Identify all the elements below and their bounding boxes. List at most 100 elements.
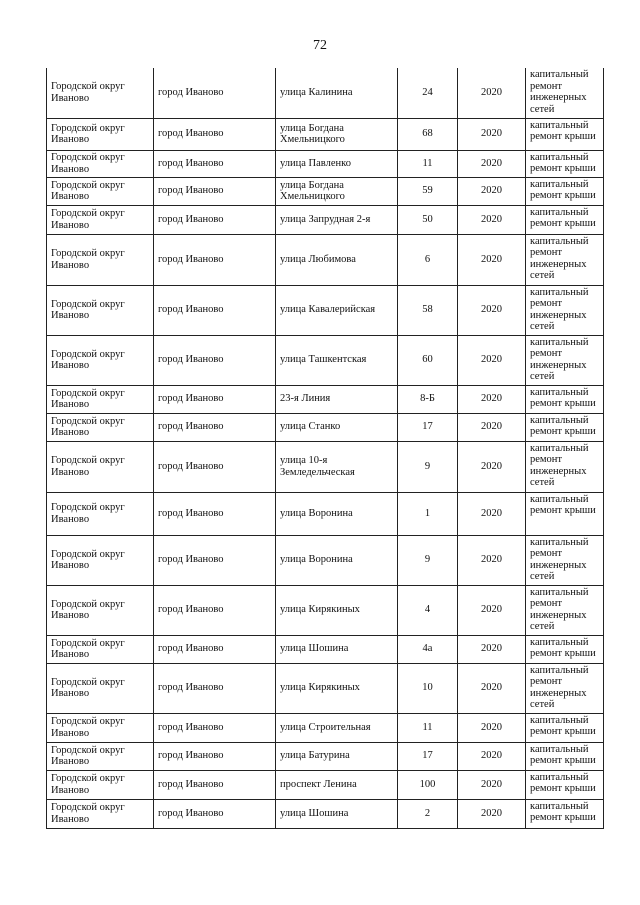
table-row: Городской округ Иваново город Иваново прос… [46, 769, 604, 800]
work-cell: капитальный ремонт крыши [525, 117, 604, 151]
district-cell: Городской округ Иваново [46, 741, 154, 771]
district-cell: Городской округ Иваново [46, 204, 154, 235]
house-cell: 2 [397, 798, 458, 829]
table-row: Городской округ Иваново город Иваново улиц… [46, 440, 604, 493]
city-cell: город Иваново [153, 584, 276, 636]
house-cell: 17 [397, 412, 458, 442]
work-cell: капитальный ремонт крыши [525, 149, 604, 178]
work-cell: капитальный ремонт крыши [525, 176, 604, 206]
street-cell: улица Богдана Хмельницкого [275, 176, 398, 206]
house-cell: 4а [397, 634, 458, 664]
year-cell: 2020 [457, 440, 526, 493]
district-cell: Городской округ Иваново [46, 534, 154, 586]
work-cell: капитальный ремонт инженерных сетей [525, 284, 604, 336]
city-cell: город Иваново [153, 769, 276, 800]
year-cell: 2020 [457, 204, 526, 235]
house-cell: 100 [397, 769, 458, 800]
house-cell: 68 [397, 117, 458, 151]
district-cell: Городской округ Иваново [46, 491, 154, 536]
table-row: Городской округ Иваново город Иваново улиц… [46, 117, 604, 151]
work-cell: капитальный ремонт инженерных сетей [525, 68, 604, 119]
street-cell: улица Шошина [275, 634, 398, 664]
city-cell: город Иваново [153, 440, 276, 493]
year-cell: 2020 [457, 149, 526, 178]
street-cell: улица Батурина [275, 741, 398, 771]
district-cell: Городской округ Иваново [46, 176, 154, 206]
house-cell: 9 [397, 534, 458, 586]
table-row: Городской округ Иваново город Иваново улиц… [46, 584, 604, 636]
year-cell: 2020 [457, 176, 526, 206]
street-cell: улица Станко [275, 412, 398, 442]
city-cell: город Иваново [153, 712, 276, 743]
house-cell: 10 [397, 662, 458, 714]
street-cell: улица Калинина [275, 68, 398, 119]
table-row: Городской округ Иваново город Иваново улиц… [46, 284, 604, 336]
table-row: Городской округ Иваново город Иваново улиц… [46, 662, 604, 714]
year-cell: 2020 [457, 117, 526, 151]
city-cell: город Иваново [153, 233, 276, 286]
street-cell: улица Кирякиных [275, 584, 398, 636]
work-cell: капитальный ремонт инженерных сетей [525, 440, 604, 493]
city-cell: город Иваново [153, 662, 276, 714]
district-cell: Городской округ Иваново [46, 68, 154, 119]
year-cell: 2020 [457, 798, 526, 829]
work-cell: капитальный ремонт крыши [525, 412, 604, 442]
district-cell: Городской округ Иваново [46, 634, 154, 664]
house-cell: 50 [397, 204, 458, 235]
house-cell: 1 [397, 491, 458, 536]
district-cell: Городской округ Иваново [46, 769, 154, 800]
street-cell: улица 10-я Земледельческая [275, 440, 398, 493]
city-cell: город Иваново [153, 634, 276, 664]
table-row: Городской округ Иваново город Иваново улиц… [46, 491, 604, 536]
street-cell: улица Запрудная 2-я [275, 204, 398, 235]
street-cell: улица Кирякиных [275, 662, 398, 714]
year-cell: 2020 [457, 741, 526, 771]
work-cell: капитальный ремонт крыши [525, 634, 604, 664]
district-cell: Городской округ Иваново [46, 584, 154, 636]
city-cell: город Иваново [153, 334, 276, 386]
repair-schedule-table: Городской округ Иваново город Иваново улиц… [46, 68, 604, 829]
house-cell: 8-Б [397, 384, 458, 414]
house-cell: 11 [397, 149, 458, 178]
street-cell: улица Шошина [275, 798, 398, 829]
city-cell: город Иваново [153, 534, 276, 586]
year-cell: 2020 [457, 491, 526, 536]
house-cell: 60 [397, 334, 458, 386]
street-cell: улица Павленко [275, 149, 398, 178]
house-cell: 4 [397, 584, 458, 636]
house-cell: 9 [397, 440, 458, 493]
city-cell: город Иваново [153, 384, 276, 414]
district-cell: Городской округ Иваново [46, 662, 154, 714]
page-number: 72 [313, 38, 327, 53]
table-row: Городской округ Иваново город Иваново улиц… [46, 634, 604, 664]
year-cell: 2020 [457, 68, 526, 119]
table-row: Городской округ Иваново город Иваново улиц… [46, 176, 604, 206]
district-cell: Городской округ Иваново [46, 334, 154, 386]
district-cell: Городской округ Иваново [46, 412, 154, 442]
table-row: Городской округ Иваново город Иваново улиц… [46, 68, 604, 119]
city-cell: город Иваново [153, 798, 276, 829]
table-row: Городской округ Иваново город Иваново улиц… [46, 798, 604, 829]
district-cell: Городской округ Иваново [46, 384, 154, 414]
street-cell: улица Воронина [275, 491, 398, 536]
street-cell: улица Воронина [275, 534, 398, 586]
district-cell: Городской округ Иваново [46, 233, 154, 286]
city-cell: город Иваново [153, 491, 276, 536]
city-cell: город Иваново [153, 412, 276, 442]
table-row: Городской округ Иваново город Иваново улиц… [46, 204, 604, 235]
street-cell: улица Ташкентская [275, 334, 398, 386]
city-cell: город Иваново [153, 68, 276, 119]
table-row: Городской округ Иваново город Иваново улиц… [46, 712, 604, 743]
work-cell: капитальный ремонт инженерных сетей [525, 584, 604, 636]
work-cell: капитальный ремонт инженерных сетей [525, 233, 604, 286]
house-cell: 11 [397, 712, 458, 743]
year-cell: 2020 [457, 769, 526, 800]
city-cell: город Иваново [153, 204, 276, 235]
year-cell: 2020 [457, 534, 526, 586]
street-cell: улица Кавалерийская [275, 284, 398, 336]
work-cell: капитальный ремонт крыши [525, 769, 604, 800]
district-cell: Городской округ Иваново [46, 117, 154, 151]
table-row: Городской округ Иваново город Иваново улиц… [46, 334, 604, 386]
district-cell: Городской округ Иваново [46, 284, 154, 336]
table-row: Городской округ Иваново город Иваново улиц… [46, 412, 604, 442]
